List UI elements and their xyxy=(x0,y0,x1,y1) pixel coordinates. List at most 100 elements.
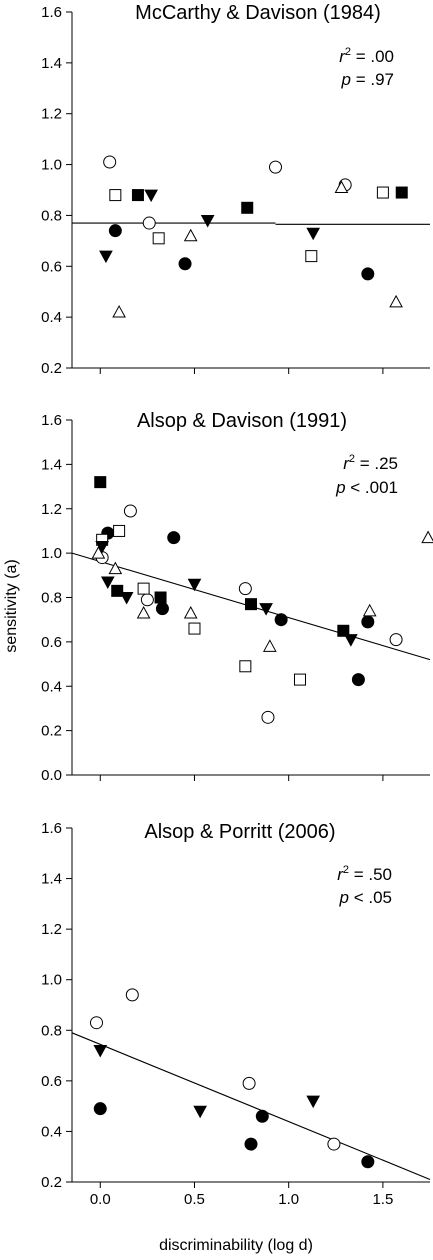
data-point-open-triangle xyxy=(421,530,433,544)
data-point-open-triangle xyxy=(389,294,403,308)
y-tick-label: 0.4 xyxy=(41,309,62,326)
data-point-filled-square xyxy=(131,189,144,202)
data-point-filled-triangle-down xyxy=(144,189,158,203)
panel-title: McCarthy & Davison (1984) xyxy=(135,2,381,24)
data-point-open-circle xyxy=(261,710,275,724)
y-tick-label: 0.0 xyxy=(41,767,62,784)
data-point-filled-triangle-down xyxy=(119,592,134,605)
regression-line xyxy=(71,1032,431,1180)
y-tick-label: 1.4 xyxy=(41,871,62,888)
y-tick-label: 0.2 xyxy=(41,1174,62,1191)
data-point-open-triangle xyxy=(136,605,151,619)
data-point-filled-triangle-down xyxy=(187,578,202,592)
data-point-open-circle xyxy=(238,582,252,596)
data-point-filled-circle xyxy=(178,257,192,271)
data-point-open-circle xyxy=(389,633,403,647)
p-value-label: p < .001 xyxy=(335,478,398,497)
data-point-filled-triangle-down xyxy=(193,1105,207,1119)
data-point-filled-square xyxy=(245,598,257,611)
data-point-filled-circle xyxy=(155,602,169,616)
panel-mccarthy-davison-1984: McCarthy & Davison (1984) r2 = .00 p = .… xyxy=(135,2,394,89)
y-tick-label: 0.8 xyxy=(41,590,62,607)
y-tick-label: 1.6 xyxy=(41,820,62,837)
y-tick-label: 0.6 xyxy=(41,1073,62,1090)
y-axis-label: sensitivity (a) xyxy=(3,559,20,652)
data-point-open-circle xyxy=(103,155,117,169)
data-point-filled-triangle-down xyxy=(306,1095,321,1109)
data-point-open-square xyxy=(376,186,389,199)
y-tick-label: 1.0 xyxy=(41,545,62,562)
x-tick-label: 1.0 xyxy=(278,1191,299,1208)
data-point-open-circle xyxy=(140,593,154,607)
data-point-open-circle xyxy=(142,216,156,230)
r-squared-label: r2 = .50 xyxy=(337,864,392,884)
data-point-filled-triangle-down xyxy=(95,540,109,554)
y-tick-label: 0.6 xyxy=(41,258,62,275)
y-tick-label: 1.0 xyxy=(41,972,62,989)
data-point-open-circle xyxy=(268,160,282,174)
data-point-open-circle xyxy=(123,504,137,518)
data-point-filled-circle xyxy=(361,267,375,281)
data-point-filled-circle xyxy=(244,1137,258,1151)
y-tick-label: 0.8 xyxy=(41,1022,62,1039)
y-tick-label: 1.2 xyxy=(41,921,62,938)
data-point-open-triangle xyxy=(112,305,126,318)
data-point-filled-circle xyxy=(167,531,181,545)
data-point-open-circle xyxy=(242,1076,256,1090)
y-tick-label: 1.4 xyxy=(41,55,62,72)
panel-title: Alsop & Davison (1991) xyxy=(137,410,347,432)
p-value-label: p = .97 xyxy=(341,70,394,89)
data-point-filled-square xyxy=(154,591,167,604)
y-tick-label: 1.4 xyxy=(41,456,62,473)
data-point-open-square xyxy=(293,673,306,686)
r-squared-label: r2 = .25 xyxy=(343,453,398,473)
data-point-filled-circle xyxy=(108,224,122,238)
data-point-open-square xyxy=(137,582,150,595)
y-tick-label: 1.2 xyxy=(41,501,62,518)
data-point-filled-triangle-down xyxy=(344,634,358,647)
data-point-open-triangle xyxy=(183,228,198,242)
data-point-filled-triangle-down xyxy=(100,576,115,590)
y-tick-label: 1.2 xyxy=(41,106,62,123)
panel-alsop-porritt-2006: Alsop & Porritt (2006) r2 = .50 p < .05 xyxy=(144,821,392,907)
data-point-open-triangle xyxy=(91,546,106,559)
data-point-filled-square xyxy=(395,186,408,199)
y-tick-label: 0.4 xyxy=(41,678,62,695)
y-tick-label: 0.6 xyxy=(41,634,62,651)
data-point-filled-circle xyxy=(351,673,365,687)
data-point-filled-circle xyxy=(255,1109,269,1123)
data-point-open-triangle xyxy=(183,605,198,619)
data-point-open-triangle xyxy=(262,639,277,652)
data-point-open-circle xyxy=(89,1016,103,1030)
data-point-filled-triangle-down xyxy=(259,603,273,616)
r-squared-label: r2 = .00 xyxy=(339,46,394,66)
data-point-filled-square xyxy=(337,624,350,637)
data-point-open-circle xyxy=(327,1137,341,1151)
y-tick-label: 0.2 xyxy=(41,360,62,377)
p-value-label: p < .05 xyxy=(339,888,392,907)
data-point-filled-triangle-down xyxy=(99,250,113,264)
data-point-filled-triangle-down xyxy=(200,215,215,228)
data-point-filled-circle xyxy=(361,1155,375,1169)
data-point-filled-triangle-down xyxy=(306,227,321,241)
data-point-open-triangle xyxy=(362,603,377,617)
y-tick-label: 0.8 xyxy=(41,207,62,224)
data-point-filled-circle xyxy=(274,613,288,627)
data-point-open-square xyxy=(239,660,252,673)
data-point-open-square xyxy=(188,622,201,635)
data-point-open-square xyxy=(109,189,122,202)
x-tick-label: 0.0 xyxy=(90,1191,111,1208)
y-tick-label: 1.0 xyxy=(41,157,62,174)
data-point-filled-circle xyxy=(361,615,375,629)
data-point-filled-square xyxy=(94,476,107,489)
data-point-open-square xyxy=(113,524,126,537)
data-point-filled-square xyxy=(111,584,124,597)
data-point-open-triangle xyxy=(334,180,349,193)
x-tick-label: 1.5 xyxy=(372,1191,393,1208)
panel-alsop-davison-1991: Alsop & Davison (1991) r2 = .25 p < .001 xyxy=(137,410,398,497)
data-point-open-square xyxy=(152,232,165,245)
data-point-filled-square xyxy=(241,201,254,214)
data-point-open-circle xyxy=(125,988,139,1002)
data-point-open-triangle xyxy=(108,561,123,575)
